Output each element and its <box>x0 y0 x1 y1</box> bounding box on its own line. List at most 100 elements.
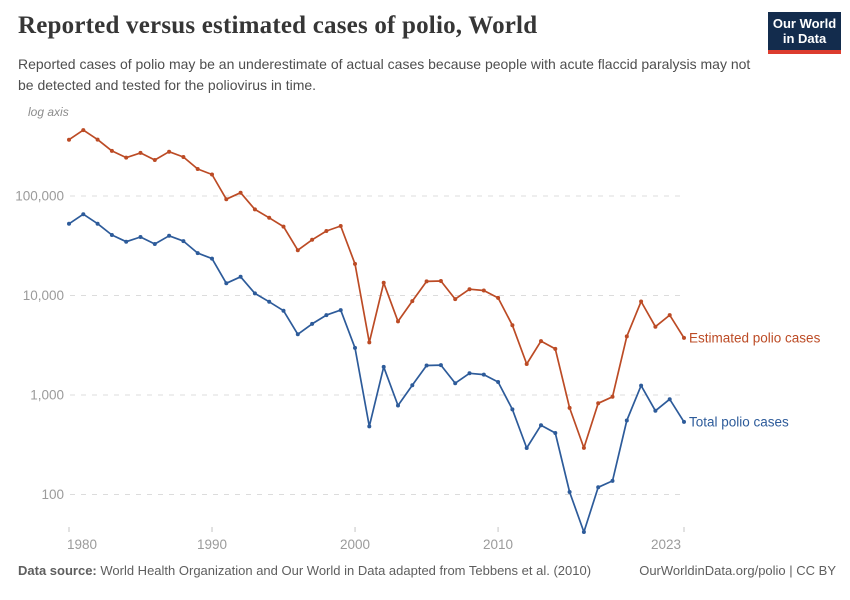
data-point-estimated-polio-cases-2023[interactable] <box>682 335 686 340</box>
data-point-total-polio-cases-2016[interactable] <box>581 530 586 534</box>
data-point-total-polio-cases-1986[interactable] <box>152 242 157 246</box>
data-point-estimated-polio-cases-2021[interactable] <box>653 324 658 329</box>
data-point-estimated-polio-cases-2006[interactable] <box>438 279 443 283</box>
data-point-total-polio-cases-2010[interactable] <box>496 380 501 384</box>
data-point-total-polio-cases-2022[interactable] <box>667 397 672 402</box>
data-point-total-polio-cases-2021[interactable] <box>653 408 658 413</box>
data-point-total-polio-cases-1980[interactable] <box>67 221 71 226</box>
data-point-total-polio-cases-2001[interactable] <box>367 424 372 429</box>
data-point-total-polio-cases-1997[interactable] <box>310 321 315 326</box>
data-source-note: Data source: World Health Organization a… <box>18 563 591 578</box>
data-point-estimated-polio-cases-1986[interactable] <box>152 158 157 162</box>
data-point-total-polio-cases-1995[interactable] <box>281 308 286 313</box>
data-point-total-polio-cases-2006[interactable] <box>438 363 443 368</box>
series-label-total-polio-cases[interactable]: Total polio cases <box>689 414 789 429</box>
x-axis-label-1990: 1990 <box>197 537 227 552</box>
data-point-total-polio-cases-1996[interactable] <box>295 332 300 337</box>
data-point-estimated-polio-cases-1997[interactable] <box>310 237 315 242</box>
data-point-total-polio-cases-1988[interactable] <box>181 239 186 244</box>
data-point-total-polio-cases-2017[interactable] <box>596 485 601 490</box>
data-point-estimated-polio-cases-1989[interactable] <box>195 167 200 171</box>
data-point-total-polio-cases-1991[interactable] <box>224 281 229 286</box>
data-point-total-polio-cases-1983[interactable] <box>109 233 114 237</box>
data-point-estimated-polio-cases-2009[interactable] <box>481 288 486 293</box>
data-point-estimated-polio-cases-2015[interactable] <box>567 405 572 410</box>
data-point-estimated-polio-cases-2019[interactable] <box>624 334 629 339</box>
data-point-estimated-polio-cases-1980[interactable] <box>67 137 71 142</box>
data-point-estimated-polio-cases-2008[interactable] <box>467 287 472 292</box>
data-point-estimated-polio-cases-2020[interactable] <box>639 299 644 304</box>
data-point-total-polio-cases-1984[interactable] <box>124 239 129 244</box>
data-point-total-polio-cases-2007[interactable] <box>453 381 458 386</box>
data-point-estimated-polio-cases-1981[interactable] <box>81 128 86 133</box>
data-point-total-polio-cases-1999[interactable] <box>338 308 343 313</box>
data-point-estimated-polio-cases-2014[interactable] <box>553 346 558 351</box>
data-point-total-polio-cases-1990[interactable] <box>210 256 214 261</box>
data-point-estimated-polio-cases-2003[interactable] <box>396 319 400 324</box>
x-axis-label-2023: 2023 <box>651 537 681 552</box>
data-point-estimated-polio-cases-2018[interactable] <box>610 394 615 399</box>
data-point-total-polio-cases-1993[interactable] <box>252 291 257 296</box>
data-point-estimated-polio-cases-2005[interactable] <box>424 279 429 284</box>
data-point-estimated-polio-cases-2010[interactable] <box>496 295 501 300</box>
data-point-total-polio-cases-2009[interactable] <box>481 372 486 377</box>
data-point-estimated-polio-cases-2016[interactable] <box>581 445 586 450</box>
data-point-estimated-polio-cases-1998[interactable] <box>324 229 329 233</box>
data-point-total-polio-cases-1985[interactable] <box>138 235 143 239</box>
owid-license-link[interactable]: OurWorldinData.org/polio | CC BY <box>639 563 836 578</box>
data-point-total-polio-cases-2000[interactable] <box>353 345 357 350</box>
data-point-total-polio-cases-1989[interactable] <box>195 251 200 256</box>
data-point-estimated-polio-cases-1999[interactable] <box>338 224 343 228</box>
series-label-estimated-polio-cases[interactable]: Estimated polio cases <box>689 330 821 345</box>
data-point-total-polio-cases-2019[interactable] <box>624 418 629 423</box>
data-point-total-polio-cases-2023[interactable] <box>682 419 686 424</box>
data-point-estimated-polio-cases-2007[interactable] <box>453 297 458 302</box>
data-point-estimated-polio-cases-1990[interactable] <box>210 172 214 177</box>
data-point-estimated-polio-cases-2004[interactable] <box>410 299 415 304</box>
data-point-total-polio-cases-2012[interactable] <box>524 446 529 450</box>
data-point-total-polio-cases-2002[interactable] <box>381 364 386 369</box>
data-point-estimated-polio-cases-1988[interactable] <box>181 155 186 159</box>
data-point-total-polio-cases-2005[interactable] <box>424 363 429 368</box>
data-point-estimated-polio-cases-1984[interactable] <box>124 155 129 160</box>
data-point-estimated-polio-cases-1993[interactable] <box>252 207 257 212</box>
data-point-estimated-polio-cases-1995[interactable] <box>281 224 286 229</box>
data-point-estimated-polio-cases-1982[interactable] <box>95 137 100 142</box>
data-point-estimated-polio-cases-1996[interactable] <box>295 248 300 253</box>
data-point-total-polio-cases-2020[interactable] <box>639 383 644 388</box>
data-point-estimated-polio-cases-1985[interactable] <box>138 150 143 155</box>
data-point-total-polio-cases-1992[interactable] <box>238 274 243 279</box>
data-point-total-polio-cases-1994[interactable] <box>267 299 272 304</box>
data-point-total-polio-cases-1982[interactable] <box>95 221 100 226</box>
data-point-total-polio-cases-2004[interactable] <box>410 383 415 388</box>
data-point-total-polio-cases-2008[interactable] <box>467 371 472 376</box>
data-point-total-polio-cases-2013[interactable] <box>539 423 543 428</box>
data-point-total-polio-cases-1998[interactable] <box>324 313 329 318</box>
series-line-total-polio-cases[interactable] <box>68 213 685 533</box>
chart-footer: Data source: World Health Organization a… <box>18 563 836 578</box>
data-point-total-polio-cases-2015[interactable] <box>567 490 572 494</box>
data-point-total-polio-cases-2011[interactable] <box>510 407 515 412</box>
data-point-estimated-polio-cases-2001[interactable] <box>367 340 372 345</box>
data-point-estimated-polio-cases-2000[interactable] <box>353 261 357 266</box>
data-point-estimated-polio-cases-1983[interactable] <box>109 148 114 153</box>
data-point-total-polio-cases-2014[interactable] <box>553 431 558 435</box>
data-point-estimated-polio-cases-2013[interactable] <box>539 339 543 344</box>
data-point-estimated-polio-cases-2022[interactable] <box>667 313 672 318</box>
data-point-estimated-polio-cases-2002[interactable] <box>381 280 386 285</box>
data-point-estimated-polio-cases-2017[interactable] <box>596 401 601 406</box>
data-point-estimated-polio-cases-2012[interactable] <box>524 362 529 366</box>
owid-logo[interactable]: Our World in Data <box>768 12 841 54</box>
data-point-total-polio-cases-1981[interactable] <box>81 212 86 217</box>
data-point-estimated-polio-cases-1991[interactable] <box>224 197 229 202</box>
data-point-total-polio-cases-2003[interactable] <box>396 403 400 408</box>
data-point-estimated-polio-cases-1992[interactable] <box>238 190 243 195</box>
data-point-total-polio-cases-2018[interactable] <box>610 478 615 483</box>
x-axis-label-2010: 2010 <box>483 537 513 552</box>
data-point-estimated-polio-cases-1994[interactable] <box>267 215 272 220</box>
data-point-estimated-polio-cases-2011[interactable] <box>510 323 515 328</box>
data-point-total-polio-cases-1987[interactable] <box>167 233 172 238</box>
data-point-estimated-polio-cases-1987[interactable] <box>167 149 172 154</box>
series-line-estimated-polio-cases[interactable] <box>68 129 685 449</box>
